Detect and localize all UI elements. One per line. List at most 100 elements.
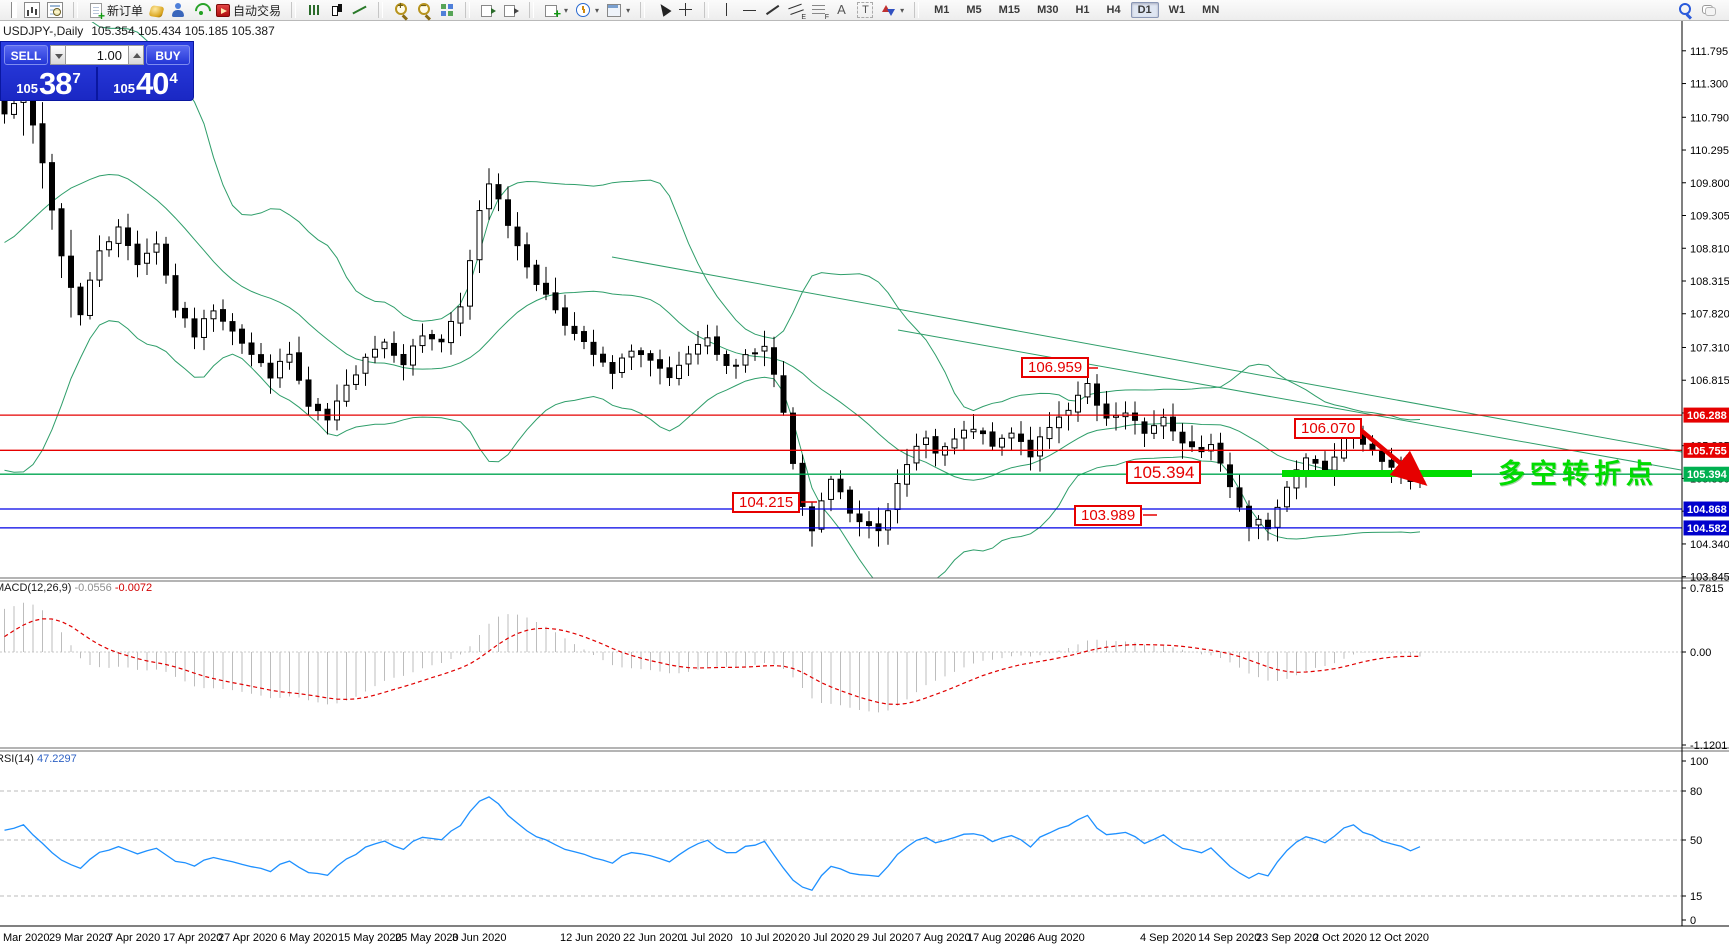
rsi-pane (0, 790, 1682, 897)
date-tick: 10 Jul 2020 (740, 932, 797, 944)
dropdown-arrow-icon[interactable]: ▾ (900, 5, 905, 15)
price-badge (1683, 520, 1729, 536)
toolbar-separator (640, 2, 646, 18)
date-tick: 1 Jul 2020 (682, 932, 733, 944)
turning-point-note[interactable]: 多空转折点 (1498, 459, 1658, 489)
sell-button[interactable]: SELL (4, 45, 48, 65)
chart-shift-icon[interactable] (501, 1, 521, 19)
new-order-button[interactable]: 新订单 (86, 1, 145, 21)
signals-icon[interactable] (191, 1, 211, 19)
price-tick: 108.315 (1690, 276, 1729, 288)
price-tick: 109.800 (1690, 178, 1729, 190)
price-annotation[interactable]: 106.070 (1294, 418, 1363, 439)
window-icon-partial[interactable] (9, 1, 19, 19)
zoom-in-icon[interactable] (391, 1, 411, 20)
date-tick: Mar 2020 (3, 932, 49, 944)
ohlc-values: 105.354 105.434 105.185 105.387 (91, 24, 275, 38)
date-tick: 2 Oct 2020 (1313, 932, 1367, 944)
candlestick-chart-icon[interactable] (327, 1, 347, 19)
buy-price[interactable]: 105 40 4 (98, 67, 193, 100)
volume-up-button[interactable] (128, 45, 144, 65)
chat-icon[interactable] (1701, 2, 1717, 18)
buy-price-prefix: 105 (113, 81, 135, 96)
buy-button[interactable]: BUY (146, 45, 190, 65)
price-tick: 108.810 (1690, 243, 1729, 255)
label-icon[interactable] (855, 1, 875, 19)
dropdown-arrow-icon[interactable]: ▾ (626, 5, 631, 15)
label-icon (857, 2, 874, 18)
crosshair-icon[interactable] (676, 1, 696, 19)
timeframe-h1-button[interactable]: H1 (1075, 4, 1090, 16)
price-badge-text: 104.868 (1687, 504, 1727, 516)
templates-icon[interactable]: ▾ (604, 1, 632, 19)
date-tick: 27 Apr 2020 (218, 932, 277, 944)
data-window-icon[interactable] (45, 1, 65, 19)
toolbar-separator (465, 2, 471, 18)
fibonacci-icon[interactable] (809, 1, 829, 21)
price-annotation[interactable]: 103.989 (1074, 505, 1143, 526)
periods-icon[interactable]: ▾ (573, 1, 601, 19)
window-icon-partial (11, 2, 17, 18)
vertical-line-icon[interactable] (717, 1, 737, 19)
sell-price-sup: 7 (72, 70, 81, 87)
shapes-icon (880, 2, 896, 18)
dropdown-arrow-icon[interactable]: ▾ (564, 5, 569, 15)
date-tick: 22 Jun 2020 (623, 932, 684, 944)
bar-chart-icon[interactable] (304, 1, 324, 19)
tile-windows-icon[interactable] (437, 1, 457, 19)
search-icon[interactable] (1677, 2, 1693, 18)
signals-icon (193, 2, 209, 18)
timeframe-d1-button[interactable]: D1 (1130, 2, 1159, 18)
volume-input[interactable]: 1.00 (66, 45, 128, 65)
zoom-out-icon[interactable] (414, 1, 434, 20)
mql5-community-icon[interactable] (168, 1, 188, 19)
rsi-line (4, 796, 1421, 891)
toolbar-separator (378, 2, 384, 18)
chart-window-icon (24, 2, 40, 18)
text-icon[interactable] (832, 1, 852, 19)
svg-text:0.00: 0.00 (1690, 647, 1711, 659)
timeframe-mn-button[interactable]: MN (1202, 4, 1220, 16)
autotrading-button[interactable]: 自动交易 (214, 1, 283, 20)
dropdown-arrow-icon[interactable]: ▾ (595, 5, 600, 15)
candlesticks (1, 52, 1423, 547)
shapes-icon[interactable]: ▾ (878, 1, 906, 19)
horizontal-line-icon[interactable] (740, 1, 760, 19)
price-annotation[interactable]: 105.394 (1126, 461, 1202, 484)
auto-scroll-icon[interactable] (478, 1, 498, 19)
timeframe-h4-button[interactable]: H4 (1106, 4, 1121, 16)
timeframe-m5-button[interactable]: M5 (966, 4, 982, 16)
indicators-icon[interactable]: ▾ (542, 1, 570, 21)
sell-price-prefix: 105 (16, 81, 38, 96)
timeframe-m1-button[interactable]: M1 (934, 4, 950, 16)
timeframe-m15-button[interactable]: M15 (998, 4, 1021, 16)
rsi-label: RSI(14) 47.2297 (0, 753, 77, 765)
channel-icon[interactable] (786, 1, 806, 21)
trendline (611, 256, 1682, 453)
price-annotation[interactable]: 106.959 (1021, 357, 1090, 378)
svg-text:100: 100 (1690, 756, 1708, 768)
vertical-line-icon (719, 2, 735, 18)
fibonacci-icon (811, 2, 829, 21)
toolbar-separator (914, 2, 920, 18)
price-annotation[interactable]: 104.215 (732, 492, 801, 513)
volume-stepper: 1.00 (50, 45, 144, 65)
toolbar-separator (73, 2, 78, 18)
macd-signal-line (4, 618, 1420, 706)
macd-label: MACD(12,26,9) -0.0556 -0.0072 (0, 582, 153, 594)
mql5-community-icon (170, 2, 186, 18)
volume-down-button[interactable] (50, 45, 66, 65)
price-badge-text: 106.288 (1687, 410, 1727, 422)
date-tick: 20 Jul 2020 (798, 932, 855, 944)
date-tick: 12 Oct 2020 (1369, 932, 1429, 944)
trendline (897, 329, 1682, 471)
date-tick: 7 Apr 2020 (107, 932, 160, 944)
chart-window-icon[interactable] (22, 1, 42, 19)
chart-shift-icon (503, 2, 520, 18)
timeframe-m30-button[interactable]: M30 (1037, 4, 1059, 16)
templates-icon (606, 2, 622, 18)
timeframe-w1-button[interactable]: W1 (1168, 4, 1186, 16)
sell-price[interactable]: 105 38 7 (1, 67, 98, 100)
